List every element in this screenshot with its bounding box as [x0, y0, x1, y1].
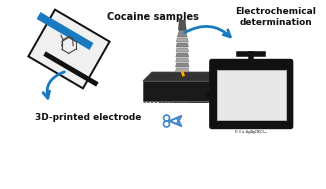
Polygon shape [177, 30, 187, 37]
Polygon shape [37, 12, 94, 50]
Polygon shape [43, 51, 99, 87]
Polygon shape [176, 58, 189, 62]
FancyArrowPatch shape [185, 26, 230, 37]
Polygon shape [143, 72, 221, 81]
Text: 3D-printed electrode: 3D-printed electrode [36, 112, 142, 122]
Polygon shape [176, 38, 188, 42]
FancyBboxPatch shape [210, 60, 293, 129]
Text: Cocaine samples: Cocaine samples [107, 12, 199, 22]
Polygon shape [175, 63, 189, 67]
FancyArrowPatch shape [43, 72, 64, 98]
Polygon shape [143, 81, 212, 101]
Polygon shape [176, 48, 188, 52]
Polygon shape [176, 53, 189, 57]
Polygon shape [176, 43, 188, 47]
Polygon shape [30, 11, 108, 87]
FancyBboxPatch shape [217, 70, 286, 119]
Polygon shape [175, 68, 189, 72]
Polygon shape [212, 72, 221, 101]
Polygon shape [178, 20, 186, 30]
Text: Electrochemical determination: Electrochemical determination [235, 7, 316, 27]
Polygon shape [27, 8, 111, 90]
